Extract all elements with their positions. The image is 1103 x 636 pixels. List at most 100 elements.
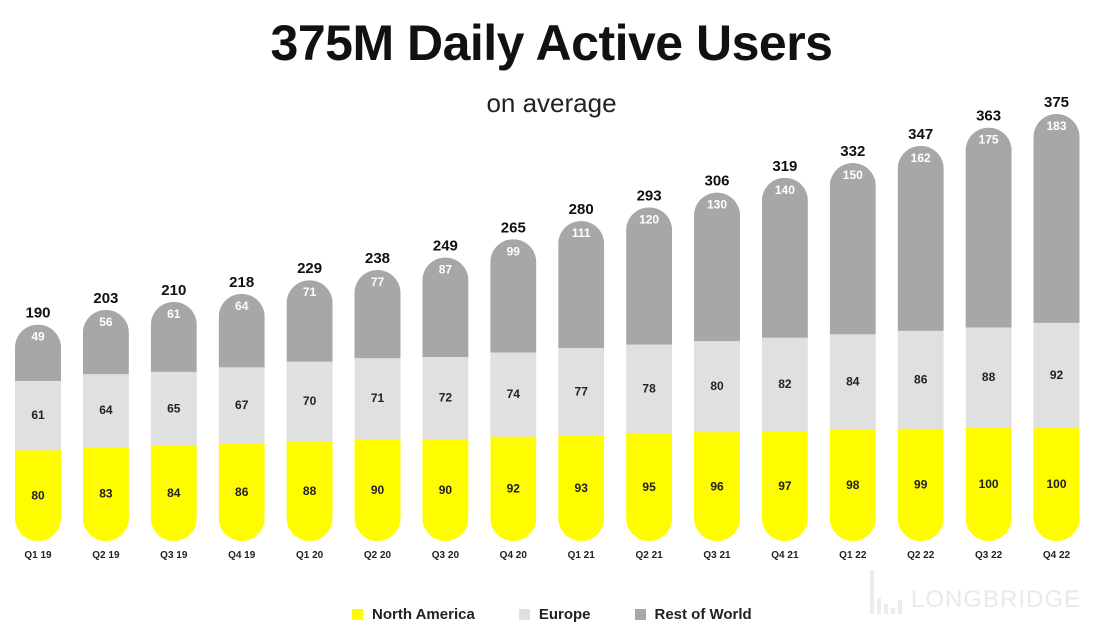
total-label-q1-21: 280 xyxy=(569,201,594,218)
x-tick-label-q1-21: Q1 21 xyxy=(568,550,596,561)
data-label-europe-q1-19: 61 xyxy=(31,408,45,422)
data-label-rest-of-world-q2-22: 162 xyxy=(911,151,931,165)
data-label-rest-of-world-q1-20: 71 xyxy=(303,285,317,299)
data-label-north-america-q4-20: 92 xyxy=(507,482,521,496)
data-label-north-america-q1-19: 80 xyxy=(31,488,45,502)
bar-group-q1-22 xyxy=(829,162,876,541)
bar-segment-europe-q2-21 xyxy=(626,344,673,434)
x-tick-label-q1-19: Q1 19 xyxy=(24,550,52,561)
bar-segment-europe-q1-21 xyxy=(558,347,605,436)
x-tick-label-q3-20: Q3 20 xyxy=(432,550,460,561)
legend-item-north-america: North America xyxy=(352,606,475,623)
bar-segment-rest-of-world-q4-21 xyxy=(761,177,808,338)
data-label-europe-q2-20: 71 xyxy=(371,391,385,405)
data-label-rest-of-world-q4-19: 64 xyxy=(235,299,249,313)
bar-group-q3-19 xyxy=(150,301,197,541)
data-label-north-america-q2-22: 99 xyxy=(914,478,928,492)
x-tick-label-q1-20: Q1 20 xyxy=(296,550,324,561)
data-label-rest-of-world-q3-19: 61 xyxy=(167,307,181,321)
bar-group-q4-22 xyxy=(1033,114,1080,541)
bar-segment-rest-of-world-q1-20 xyxy=(286,280,333,362)
data-label-north-america-q2-20: 90 xyxy=(371,483,385,497)
bar-segment-north-america-q3-22 xyxy=(965,427,1012,541)
bar-segment-europe-q3-21 xyxy=(694,340,740,433)
bar-segment-europe-q4-20 xyxy=(490,351,537,437)
data-label-rest-of-world-q4-21: 140 xyxy=(775,183,795,197)
bar-segment-rest-of-world-q3-19 xyxy=(150,301,197,372)
data-label-europe-q1-20: 70 xyxy=(303,394,317,408)
data-label-europe-q3-19: 65 xyxy=(167,401,181,415)
data-label-north-america-q3-20: 90 xyxy=(439,483,453,497)
bar-segment-europe-q4-21 xyxy=(761,337,808,432)
bar-segment-europe-q2-19 xyxy=(82,373,129,447)
total-label-q2-19: 203 xyxy=(93,290,118,307)
data-label-rest-of-world-q3-21: 130 xyxy=(707,198,727,212)
total-label-q3-21: 306 xyxy=(704,173,729,190)
bar-segment-north-america-q3-21 xyxy=(694,431,740,541)
x-tick-label-q2-19: Q2 19 xyxy=(92,550,120,561)
bar-segment-europe-q2-22 xyxy=(897,330,944,429)
data-label-north-america-q3-22: 100 xyxy=(979,477,999,491)
data-label-rest-of-world-q1-21: 111 xyxy=(572,226,591,240)
data-label-north-america-q3-21: 96 xyxy=(710,479,724,493)
bar-segment-europe-q3-19 xyxy=(150,371,197,446)
data-label-rest-of-world-q4-22: 183 xyxy=(1046,119,1066,133)
total-label-q4-21: 319 xyxy=(772,158,797,175)
bar-group-q4-20 xyxy=(490,239,537,541)
watermark: LONGBRIDGE xyxy=(870,570,1081,614)
data-label-rest-of-world-q4-20: 99 xyxy=(507,244,521,258)
bar-group-q4-21 xyxy=(761,177,808,542)
data-label-north-america-q3-19: 84 xyxy=(167,486,181,500)
x-tick-label-q4-21: Q4 21 xyxy=(771,550,799,561)
total-label-q1-20: 229 xyxy=(297,260,322,277)
data-label-north-america-q1-21: 93 xyxy=(575,481,589,495)
bar-segment-europe-q1-19 xyxy=(15,380,61,451)
data-label-north-america-q2-19: 83 xyxy=(99,487,113,501)
data-label-europe-q2-21: 78 xyxy=(642,381,656,395)
data-label-north-america-q1-20: 88 xyxy=(303,484,317,498)
data-label-europe-q3-21: 80 xyxy=(710,379,724,393)
bar-segment-north-america-q2-19 xyxy=(82,446,129,542)
data-label-north-america-q2-21: 95 xyxy=(642,480,656,494)
bar-segment-rest-of-world-q3-22 xyxy=(965,127,1012,328)
total-label-q4-19: 218 xyxy=(229,274,254,291)
bar-group-q2-21 xyxy=(626,207,673,541)
data-label-north-america-q4-21: 97 xyxy=(778,479,792,493)
x-tick-label-q2-20: Q2 20 xyxy=(364,550,392,561)
data-label-rest-of-world-q2-19: 56 xyxy=(99,315,113,329)
chart-title: 375M Daily Active Users xyxy=(270,15,833,71)
data-label-europe-q1-21: 77 xyxy=(575,384,589,398)
total-label-q2-22: 347 xyxy=(908,126,933,143)
data-label-north-america-q4-22: 100 xyxy=(1046,477,1066,491)
data-label-europe-q4-20: 74 xyxy=(507,387,521,401)
x-tick-label-q3-21: Q3 21 xyxy=(703,550,731,561)
bar-group-q1-20 xyxy=(286,280,333,541)
legend-label-europe: Europe xyxy=(538,606,591,623)
data-label-rest-of-world-q3-20: 87 xyxy=(439,262,453,276)
bar-segment-europe-q4-19 xyxy=(218,366,265,444)
bar-segment-europe-q3-20 xyxy=(422,356,469,440)
data-label-europe-q1-22: 84 xyxy=(846,375,860,389)
bar-segment-rest-of-world-q2-20 xyxy=(354,269,401,359)
data-label-rest-of-world-q2-20: 77 xyxy=(371,275,385,289)
bar-segment-north-america-q4-22 xyxy=(1033,427,1080,541)
data-label-rest-of-world-q1-22: 150 xyxy=(843,168,863,182)
bar-segment-rest-of-world-q2-19 xyxy=(82,309,129,375)
x-tick-label-q3-19: Q3 19 xyxy=(160,550,188,561)
bar-group-q3-21 xyxy=(694,192,740,541)
x-tick-label-q4-19: Q4 19 xyxy=(228,550,256,561)
bar-segment-rest-of-world-q1-19 xyxy=(15,324,61,381)
bar-segment-north-america-q1-19 xyxy=(15,449,61,541)
bar-group-q2-22 xyxy=(897,145,944,541)
x-tick-label-q4-22: Q4 22 xyxy=(1043,550,1071,561)
bar-group-q2-19 xyxy=(82,309,129,542)
watermark-text: LONGBRIDGE xyxy=(911,586,1082,613)
total-label-q1-19: 190 xyxy=(25,305,50,322)
bar-group-q1-21 xyxy=(558,221,605,541)
data-label-north-america-q4-19: 86 xyxy=(235,485,249,499)
legend-swatch-rest-of-world xyxy=(634,609,646,620)
bar-segment-europe-q4-22 xyxy=(1033,322,1080,428)
bar-segment-rest-of-world-q2-22 xyxy=(897,145,944,331)
x-tick-label-q2-21: Q2 21 xyxy=(635,550,663,561)
